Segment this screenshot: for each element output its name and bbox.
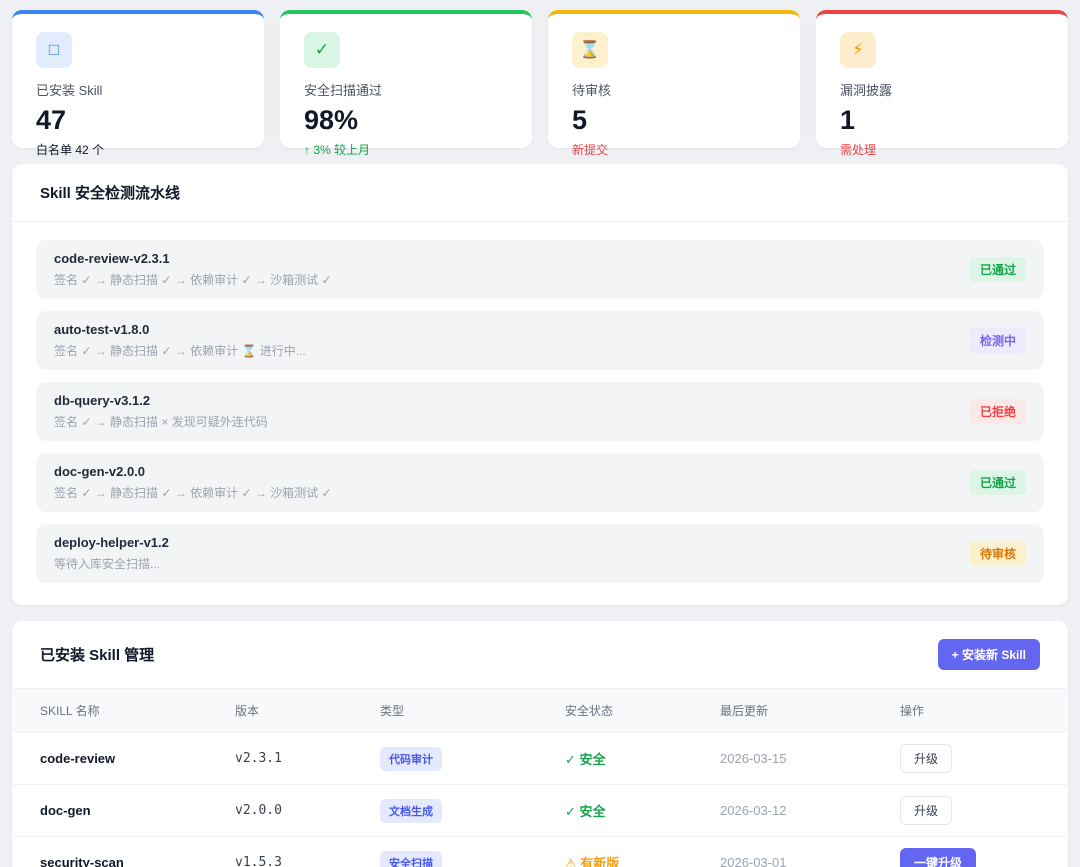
security-status: ✓ 安全	[557, 784, 712, 837]
pipeline-title: Skill 安全检测流水线	[40, 185, 181, 202]
status-badge: 检测中	[969, 328, 1026, 353]
status-badge: 已拒绝	[969, 399, 1026, 424]
skill-name: code-review	[12, 732, 227, 785]
column-header-actions: 操作	[892, 689, 1068, 733]
pipeline-item: code-review-v2.3.1 签名 ✓ → 静态扫描 ✓ → 依赖审计 …	[36, 240, 1044, 299]
hourglass-icon: ⌛	[572, 32, 608, 68]
pipeline-item-name: doc-gen-v2.0.0	[54, 464, 146, 479]
stats-row: □ 已安装 Skill 47 白名单 42 个 ✓ 安全扫描通过 98% ↑ 3…	[0, 0, 1080, 157]
check-icon: ✓	[304, 32, 340, 68]
status-badge: 待审核	[969, 541, 1026, 566]
stat-sub: 需处理	[840, 143, 877, 157]
skill-manage-title: 已安装 Skill 管理	[40, 647, 155, 664]
table-row: doc-gen v2.0.0 文档生成 ✓ 安全 2026-03-12 升级	[12, 784, 1068, 837]
type-badge: 代码审计	[380, 746, 442, 771]
stat-card-pending-review: ⌛ 待审核 5 新提交	[548, 10, 800, 157]
security-status: ⚠ 有新版	[557, 836, 712, 867]
table-row: code-review v2.3.1 代码审计 ✓ 安全 2026-03-15 …	[12, 732, 1068, 785]
pipeline-item-name: db-query-v3.1.2	[54, 393, 151, 408]
security-status: ✓ 安全	[557, 732, 712, 785]
stat-sub: 白名单 42 个	[36, 143, 105, 157]
pipeline-item: auto-test-v1.8.0 签名 ✓ → 静态扫描 ✓ → 依赖审计 ⌛ …	[36, 311, 1044, 370]
stat-sub: 新提交	[572, 143, 609, 157]
column-header-type: 类型	[372, 689, 557, 733]
stat-label: 安全扫描通过	[304, 83, 383, 98]
skill-version: v2.0.0	[227, 784, 372, 837]
column-header-version: 版本	[227, 689, 372, 733]
skill-version: v1.5.3	[227, 836, 372, 867]
pipeline-item-name: code-review-v2.3.1	[54, 251, 170, 266]
status-badge: 已通过	[969, 257, 1026, 282]
skill-square-icon: □	[36, 32, 72, 68]
pipeline-item: db-query-v3.1.2 签名 ✓ → 静态扫描 × 发现可疑外连代码 已…	[36, 382, 1044, 441]
stat-value: 98%	[304, 105, 359, 135]
skill-name: doc-gen	[12, 784, 227, 837]
stat-label: 漏洞披露	[840, 83, 893, 98]
skill-manage-panel: 已安装 Skill 管理 + 安装新 Skill SKILL 名称 版本 类型 …	[12, 621, 1068, 867]
skill-version: v2.3.1	[227, 732, 372, 785]
pipeline-list: code-review-v2.3.1 签名 ✓ → 静态扫描 ✓ → 依赖审计 …	[12, 222, 1068, 605]
column-header-name: SKILL 名称	[12, 689, 227, 733]
status-badge: 已通过	[969, 470, 1026, 495]
zap-icon: ⚡	[840, 32, 876, 68]
pipeline-item-name: auto-test-v1.8.0	[54, 322, 150, 337]
column-header-status: 安全状态	[557, 689, 712, 733]
type-badge: 安全扫描	[380, 850, 442, 867]
stat-value: 5	[572, 105, 588, 135]
table-row: security-scan v1.5.3 安全扫描 ⚠ 有新版 2026-03-…	[12, 836, 1068, 867]
pipeline-item-steps: 签名 ✓ → 静态扫描 ✓ → 依赖审计 ✓ → 沙箱测试 ✓	[54, 273, 332, 287]
pipeline-item-steps: 签名 ✓ → 静态扫描 ✓ → 依赖审计 ⌛ 进行中...	[54, 344, 306, 358]
table-header-row: SKILL 名称 版本 类型 安全状态 最后更新 操作	[12, 689, 1068, 733]
pipeline-item: doc-gen-v2.0.0 签名 ✓ → 静态扫描 ✓ → 依赖审计 ✓ → …	[36, 453, 1044, 512]
pipeline-item-steps: 签名 ✓ → 静态扫描 ✓ → 依赖审计 ✓ → 沙箱测试 ✓	[54, 486, 332, 500]
skill-manage-header: 已安装 Skill 管理 + 安装新 Skill	[12, 621, 1068, 689]
pipeline-item-name: deploy-helper-v1.2	[54, 535, 169, 550]
last-updated: 2026-03-15	[712, 732, 892, 785]
skills-table: SKILL 名称 版本 类型 安全状态 最后更新 操作 code-review …	[12, 689, 1068, 867]
install-new-skill-button[interactable]: + 安装新 Skill	[937, 639, 1040, 670]
type-badge: 文档生成	[380, 798, 442, 823]
last-updated: 2026-03-12	[712, 784, 892, 837]
pipeline-item-steps: 签名 ✓ → 静态扫描 × 发现可疑外连代码	[54, 415, 268, 429]
last-updated: 2026-03-01	[712, 836, 892, 867]
one-click-upgrade-button[interactable]: 一键升级	[900, 848, 977, 867]
stat-card-scan-pass: ✓ 安全扫描通过 98% ↑ 3% 较上月	[280, 10, 532, 157]
upgrade-button[interactable]: 升级	[900, 744, 953, 773]
pipeline-panel: Skill 安全检测流水线 code-review-v2.3.1 签名 ✓ → …	[12, 164, 1068, 605]
stat-label: 待审核	[572, 83, 612, 98]
upgrade-button[interactable]: 升级	[900, 796, 953, 825]
stat-sub: ↑ 3% 较上月	[304, 143, 371, 157]
pipeline-item: deploy-helper-v1.2 等待入库安全扫描... 待审核	[36, 524, 1044, 583]
stat-value: 47	[36, 105, 67, 135]
pipeline-item-steps: 等待入库安全扫描...	[54, 557, 161, 571]
column-header-updated: 最后更新	[712, 689, 892, 733]
skill-name: security-scan	[12, 836, 227, 867]
stat-card-installed: □ 已安装 Skill 47 白名单 42 个	[12, 10, 264, 157]
stat-value: 1	[840, 105, 856, 135]
stat-label: 已安装 Skill	[36, 83, 103, 98]
pipeline-header: Skill 安全检测流水线	[12, 164, 1068, 222]
stat-card-vulnerabilities: ⚡ 漏洞披露 1 需处理	[816, 10, 1068, 157]
